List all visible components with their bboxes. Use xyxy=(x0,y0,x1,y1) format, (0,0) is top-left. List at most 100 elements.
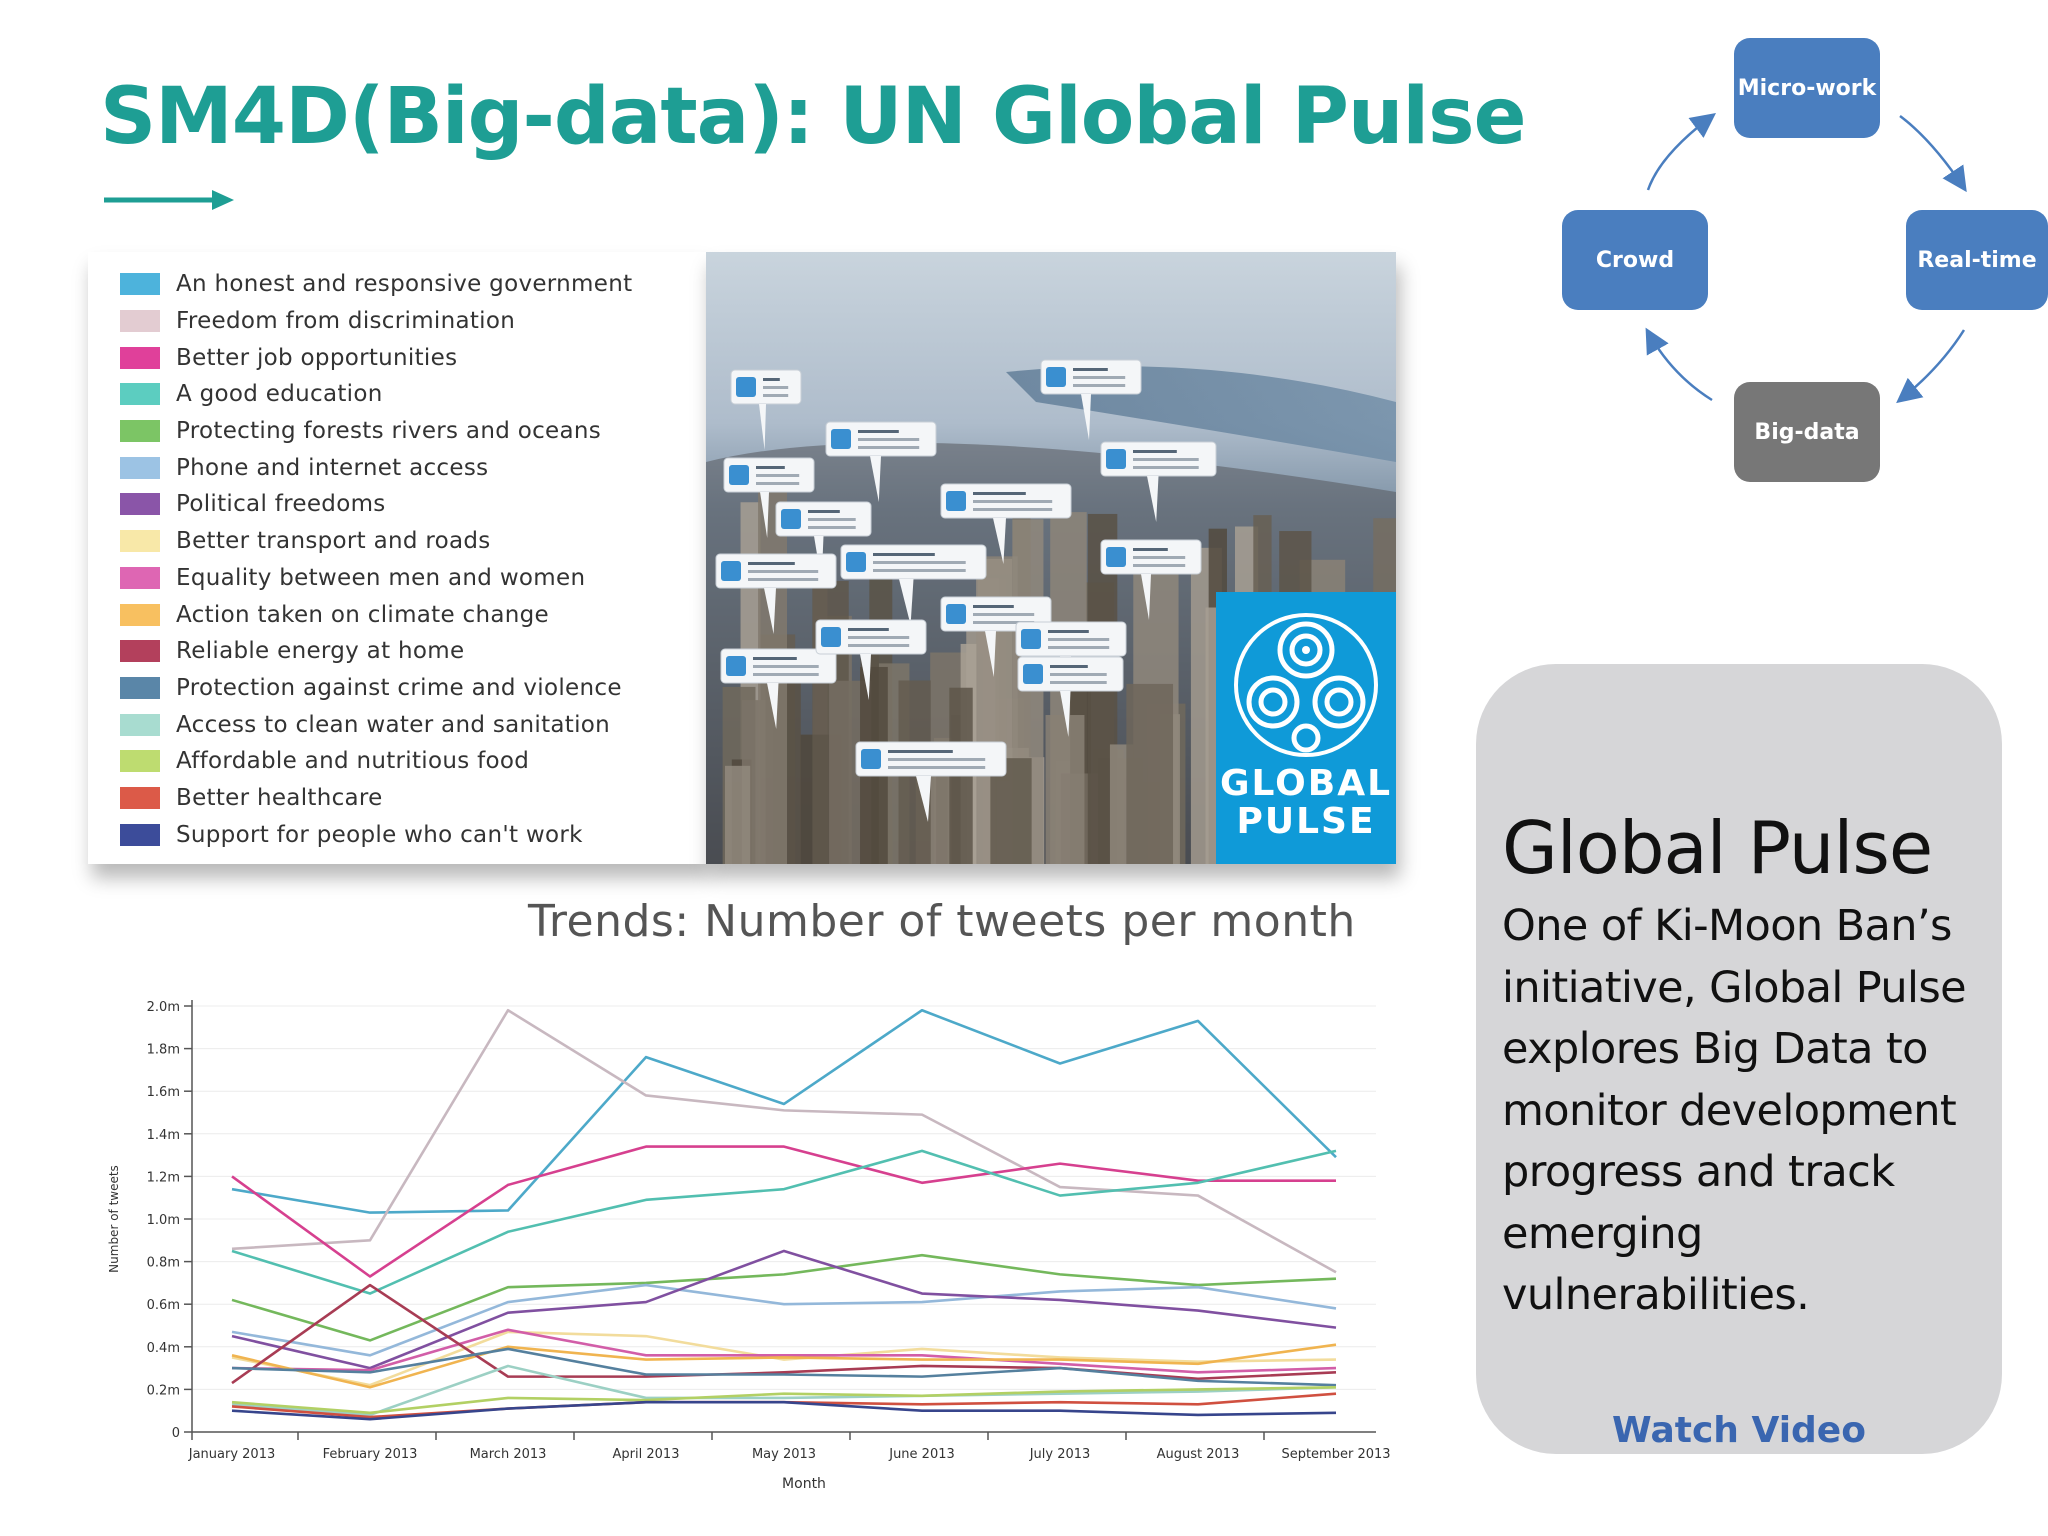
twitter-bird-icon xyxy=(946,604,966,624)
legend-swatch xyxy=(120,530,160,553)
series-line-0 xyxy=(231,1008,1337,1214)
cycle-node-real-time: Real-time xyxy=(1906,210,2048,310)
legend-item: Access to clean water and sanitation xyxy=(120,706,706,743)
legend-item: Freedom from discrimination xyxy=(120,303,706,340)
legend-item: Phone and internet access xyxy=(120,449,706,486)
y-tick-label: 0.2m xyxy=(147,1383,180,1398)
legend-item: A good education xyxy=(120,376,706,413)
series-line-11 xyxy=(231,1347,1337,1387)
twitter-bird-icon xyxy=(736,377,756,397)
twitter-bird-icon xyxy=(846,552,866,572)
legend-item: Reliable energy at home xyxy=(120,633,706,670)
legend-label: Phone and internet access xyxy=(176,454,489,481)
legend-swatch xyxy=(120,310,160,333)
legend-swatch xyxy=(120,566,160,589)
city-tweets-photo: GLOBAL PULSE xyxy=(706,252,1396,864)
info-card: Global Pulse One of Ki-Moon Ban’s initia… xyxy=(1476,664,2002,1454)
series-line-2 xyxy=(231,1145,1336,1278)
chart-title: Trends: Number of tweets per month xyxy=(528,896,1356,947)
legend-swatch xyxy=(120,713,160,736)
tweets-line-chart: 0 0.2m 0.4m 0.6m 0.8m 1.0m 1.2m 1.4m 1.6m 1.8m 2.0… xyxy=(107,1000,1390,1490)
legend-item: Protecting forests rivers and oceans xyxy=(120,413,706,450)
legend-swatch xyxy=(120,640,160,663)
legend-label: Access to clean water and sanitation xyxy=(176,711,611,738)
series-line-15 xyxy=(231,1400,1337,1421)
tweet-bubble xyxy=(1100,441,1217,522)
legend-item: Better healthcare xyxy=(120,780,706,817)
legend-swatch xyxy=(120,786,160,809)
legend-swatch xyxy=(120,420,160,443)
y-tick-label: 0 xyxy=(172,1426,180,1441)
y-tick-label: 1.6m xyxy=(147,1085,180,1100)
series-line-1 xyxy=(231,1008,1337,1274)
twitter-bird-icon xyxy=(1106,547,1126,567)
twitter-bird-icon xyxy=(729,465,749,485)
y-tick-label: 1.2m xyxy=(147,1170,180,1185)
legend-item: Protection against crime and violence xyxy=(120,670,706,707)
twitter-bird-icon xyxy=(946,491,966,511)
tweet-bubble xyxy=(855,741,1007,822)
y-tick-label: 1.4m xyxy=(147,1128,180,1143)
legend-swatch xyxy=(120,750,160,773)
legend-panel: An honest and responsive government Freed… xyxy=(88,252,706,864)
legend-swatch xyxy=(120,383,160,406)
cycle-node-crowd: Crowd xyxy=(1562,210,1708,310)
cycle-node-big-data: Big-data xyxy=(1734,382,1880,482)
tweet-bubble xyxy=(825,421,937,502)
legend-label: Better healthcare xyxy=(176,784,383,811)
watch-video-link[interactable]: Watch Video xyxy=(1612,1410,1866,1451)
global-pulse-logo-icon xyxy=(1234,613,1378,757)
legend-label: Freedom from discrimination xyxy=(176,308,516,335)
legend-swatch xyxy=(120,676,160,699)
tweet-bubble xyxy=(1017,656,1124,737)
y-tick-label: 0.6m xyxy=(147,1298,180,1313)
twitter-bird-icon xyxy=(861,749,881,769)
series-line-13 xyxy=(231,1385,1337,1415)
y-tick-label: 2.0m xyxy=(147,1000,180,1015)
series-line-3 xyxy=(231,1149,1337,1295)
y-axis-label: Number of tweets xyxy=(107,1165,121,1273)
twitter-bird-icon xyxy=(726,656,746,676)
twitter-bird-icon xyxy=(721,561,741,581)
twitter-bird-icon xyxy=(1106,449,1126,469)
legend-item: Action taken on climate change xyxy=(120,596,706,633)
tweet-bubble xyxy=(730,369,802,450)
series-line-7 xyxy=(231,1330,1337,1387)
twitter-bird-icon xyxy=(1023,664,1043,684)
legend-swatch xyxy=(120,273,160,296)
cycle-node-micro-work: Micro-work xyxy=(1734,38,1880,138)
tweet-bubbles-layer xyxy=(715,359,1217,822)
y-tick-label: 1.0m xyxy=(147,1213,180,1228)
twitter-bird-icon xyxy=(821,627,841,647)
info-body: One of Ki-Moon Ban’s initiative, Global … xyxy=(1502,901,1967,1320)
legend-item: Better transport and roads xyxy=(120,523,706,560)
legend-label: Political freedoms xyxy=(176,491,386,518)
legend-item: Support for people who can't work xyxy=(120,816,706,853)
legend-swatch xyxy=(120,603,160,626)
legend-label: Protection against crime and violence xyxy=(176,674,622,701)
x-tick-label: February 2013 xyxy=(323,1447,418,1462)
twitter-bird-icon xyxy=(1046,367,1066,387)
legend-label: Equality between men and women xyxy=(176,564,586,591)
slide-title: SM4D(Big-data): UN Global Pulse xyxy=(100,72,1526,162)
tweet-bubble xyxy=(1100,539,1202,620)
legend-label: Reliable energy at home xyxy=(176,638,465,665)
legend-swatch xyxy=(120,346,160,369)
legend-swatch xyxy=(120,823,160,846)
tweet-bubble xyxy=(815,619,927,700)
x-tick-label: May 2013 xyxy=(752,1447,816,1462)
info-heading: Global Pulse xyxy=(1502,806,1933,890)
series-line-10 xyxy=(231,1283,1337,1385)
x-tick-label: January 2013 xyxy=(188,1447,276,1462)
tweet-bubble xyxy=(940,596,1052,677)
legend-label: Support for people who can't work xyxy=(176,821,583,848)
legend-label: Better job opportunities xyxy=(176,344,458,371)
legend-swatch xyxy=(120,493,160,516)
legend-swatch xyxy=(120,456,160,479)
x-tick-label: June 2013 xyxy=(888,1447,955,1462)
tweet-bubble xyxy=(720,648,837,729)
x-tick-label: March 2013 xyxy=(470,1447,547,1462)
global-pulse-badge: GLOBAL PULSE xyxy=(1216,592,1396,864)
y-tick-label: 0.4m xyxy=(147,1341,180,1356)
title-arrow-icon xyxy=(104,190,234,210)
